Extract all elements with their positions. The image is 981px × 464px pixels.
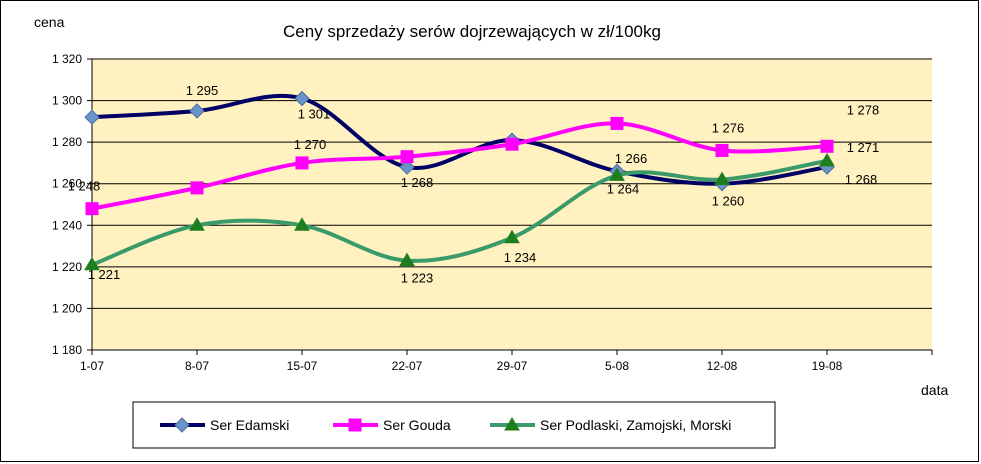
data-point bbox=[400, 150, 414, 164]
legend-label: Ser Gouda bbox=[383, 417, 451, 433]
data-label: 1 295 bbox=[186, 83, 219, 98]
series-line bbox=[91, 158, 828, 267]
series-ser-podlaski-zamojski-morski: 1 221 1 223 1 234 1 264 1 271 bbox=[84, 140, 880, 286]
legend-box bbox=[132, 401, 776, 449]
data-point bbox=[190, 181, 204, 195]
plot-area: 1 180 1 200 1 220 1 240 1 260 1 280 1 300 1 320… bbox=[52, 52, 933, 373]
y-axis-label: cena bbox=[34, 14, 65, 30]
data-label: 1 268 bbox=[401, 175, 434, 190]
y-tick-label: 1 260 bbox=[52, 177, 82, 191]
series-ser-gouda: 1 248 1 270 1 276 1 278 bbox=[68, 102, 880, 216]
data-point bbox=[715, 143, 729, 157]
y-tick-label: 1 280 bbox=[52, 135, 82, 149]
data-point bbox=[504, 229, 520, 244]
data-point bbox=[505, 137, 519, 151]
legend-entry: Ser Podlaski, Zamojski, Morski bbox=[490, 417, 731, 433]
y-tick-label: 1 220 bbox=[52, 260, 82, 274]
x-tick-label: 29-07 bbox=[497, 359, 528, 373]
data-point bbox=[610, 116, 624, 130]
data-point bbox=[399, 159, 415, 175]
y-tick-label: 1 320 bbox=[52, 52, 82, 66]
data-label: 1 266 bbox=[615, 151, 648, 166]
y-tick-label: 1 300 bbox=[52, 94, 82, 108]
data-label: 1 221 bbox=[88, 267, 121, 282]
legend-swatch-marker bbox=[504, 417, 520, 431]
x-tick-label: 22-07 bbox=[392, 359, 423, 373]
y-tick-label: 1 200 bbox=[52, 301, 82, 315]
data-point bbox=[84, 256, 100, 271]
data-label: 1 268 bbox=[845, 172, 878, 187]
data-point bbox=[294, 90, 310, 107]
data-point bbox=[84, 109, 100, 125]
data-label: 1 271 bbox=[847, 140, 880, 155]
chart-title: Ceny sprzedaży serów dojrzewających w zł… bbox=[283, 22, 661, 41]
legend: Ser Edamski Ser Gouda Ser Podlaski, Zamojs… bbox=[132, 401, 776, 449]
data-point bbox=[819, 152, 835, 167]
data-point bbox=[294, 217, 310, 231]
data-point bbox=[820, 139, 834, 153]
series-line bbox=[91, 93, 828, 186]
series-line bbox=[91, 121, 828, 211]
data-point bbox=[189, 103, 205, 119]
y-tick-label: 1 180 bbox=[52, 343, 82, 357]
data-label: 1 264 bbox=[607, 181, 640, 196]
legend-entry: Ser Edamski bbox=[160, 417, 289, 433]
data-point bbox=[295, 156, 309, 170]
data-point bbox=[714, 171, 730, 186]
legend-label: Ser Podlaski, Zamojski, Morski bbox=[540, 417, 731, 433]
data-label: 1 278 bbox=[847, 102, 880, 117]
data-label: 1 248 bbox=[68, 179, 101, 194]
data-label: 1 270 bbox=[294, 137, 327, 152]
x-tick-label: 8-07 bbox=[185, 359, 209, 373]
data-point bbox=[609, 167, 625, 181]
legend-swatch-marker bbox=[174, 417, 190, 433]
data-label: 1 223 bbox=[401, 271, 434, 286]
x-tick-label: 12-08 bbox=[707, 359, 738, 373]
data-point bbox=[399, 252, 415, 267]
legend-label: Ser Edamski bbox=[210, 417, 289, 433]
data-label: 1 301 bbox=[298, 106, 331, 121]
data-label: 1 276 bbox=[712, 120, 745, 135]
y-tick-label: 1 240 bbox=[52, 218, 82, 232]
data-label: 1 260 bbox=[712, 194, 745, 209]
x-tick-label: 1-07 bbox=[80, 359, 104, 373]
plot-background bbox=[92, 59, 932, 350]
data-point bbox=[189, 217, 205, 231]
x-tick-label: 19-08 bbox=[812, 359, 843, 373]
x-tick-label: 5-08 bbox=[605, 359, 629, 373]
legend-swatch-marker bbox=[348, 418, 362, 432]
legend-entry: Ser Gouda bbox=[333, 417, 451, 433]
data-point bbox=[85, 202, 99, 216]
x-tick-label: 15-07 bbox=[287, 359, 318, 373]
x-axis-label: data bbox=[921, 382, 948, 398]
data-label: 1 234 bbox=[504, 250, 537, 265]
